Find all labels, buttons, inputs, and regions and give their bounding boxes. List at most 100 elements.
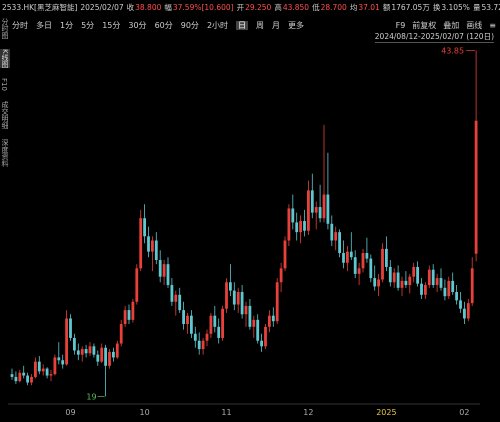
period-tab[interactable]: 1分 bbox=[60, 21, 74, 30]
period-tab[interactable]: 30分 bbox=[128, 21, 147, 30]
x-tick-label: 12 bbox=[303, 408, 313, 417]
x-tick-label: 11 bbox=[221, 408, 231, 417]
field-label: 幅 bbox=[164, 3, 172, 12]
candle-body bbox=[346, 251, 349, 263]
candle-body bbox=[373, 278, 377, 287]
candle-body bbox=[427, 269, 431, 286]
candle-body bbox=[139, 218, 143, 269]
candle-body bbox=[361, 253, 365, 269]
candle-body bbox=[34, 361, 37, 377]
candle-body bbox=[447, 280, 451, 297]
candle-body bbox=[57, 357, 61, 361]
candle-body bbox=[190, 315, 193, 334]
period-tab[interactable]: 更多 bbox=[288, 21, 305, 30]
candle-body bbox=[287, 208, 291, 241]
candle-body bbox=[299, 221, 302, 233]
candle-body bbox=[221, 308, 224, 338]
candle-body bbox=[353, 257, 357, 274]
period-tab[interactable]: 日 bbox=[236, 21, 249, 30]
candle-body bbox=[236, 292, 240, 305]
period-tab[interactable]: 多日 bbox=[36, 21, 52, 30]
period-tab[interactable]: 周 bbox=[256, 21, 265, 30]
candle-body bbox=[37, 361, 41, 372]
candle-body bbox=[205, 333, 209, 341]
period-tab[interactable]: 5分 bbox=[81, 21, 95, 30]
candle-body bbox=[322, 194, 326, 219]
period-tab[interactable]: 15分 bbox=[102, 21, 121, 30]
stock-code: 2533.HK[黑芝麻智能] bbox=[2, 3, 78, 12]
candle-body bbox=[143, 218, 146, 237]
candle-body bbox=[80, 349, 84, 355]
period-tab[interactable]: 月 bbox=[272, 21, 281, 30]
field-value: 53.72 bbox=[481, 3, 500, 12]
candle-body bbox=[229, 282, 232, 291]
candle-body bbox=[416, 266, 419, 284]
candle-body bbox=[275, 282, 279, 322]
candle-body bbox=[268, 315, 271, 327]
candle-body bbox=[53, 357, 57, 375]
tool-button[interactable]: ≡ bbox=[489, 21, 496, 30]
x-tick-label: 09 bbox=[65, 408, 75, 417]
candle-body bbox=[88, 346, 92, 354]
candle-body bbox=[470, 268, 474, 304]
quote-header: 2533.HK[黑芝麻智能] 2025/02/07 收38.800 幅37.59%[1… bbox=[2, 2, 500, 13]
candle-body bbox=[158, 259, 162, 277]
candle-body bbox=[369, 258, 373, 279]
field-value: 29.250 bbox=[245, 3, 272, 12]
period-tab[interactable]: 90分 bbox=[180, 21, 199, 30]
side-tab[interactable]: 成交明细 bbox=[1, 100, 9, 129]
candle-body bbox=[271, 315, 275, 322]
candle-body bbox=[135, 268, 139, 302]
field-label: 换 bbox=[432, 3, 441, 12]
candle-body bbox=[431, 269, 435, 286]
candle-body bbox=[240, 292, 244, 315]
candle-body bbox=[385, 248, 388, 267]
field-value: 28.700 bbox=[320, 3, 347, 12]
candle-body bbox=[435, 278, 439, 286]
min-label: 19 bbox=[86, 392, 96, 401]
candle-body bbox=[388, 266, 392, 283]
candle-body bbox=[459, 300, 462, 309]
candle-body bbox=[291, 208, 295, 223]
candle-body bbox=[334, 232, 338, 241]
side-tab[interactable]: F10 bbox=[0, 77, 8, 91]
candle-body bbox=[244, 305, 248, 315]
candle-body bbox=[303, 221, 306, 231]
candle-body bbox=[209, 315, 213, 334]
candle-body bbox=[225, 282, 228, 309]
period-tab[interactable]: 60分 bbox=[154, 21, 173, 30]
period-tab[interactable]: 分时 bbox=[12, 21, 28, 30]
candle-body bbox=[178, 294, 182, 311]
candle-body bbox=[162, 264, 166, 277]
candle-body bbox=[455, 292, 458, 301]
chart: 09 10 11 12 2025 02 43.85 19 bbox=[8, 46, 480, 417]
field-label: 高 bbox=[274, 3, 282, 12]
candle-body bbox=[400, 280, 404, 288]
candle-body bbox=[392, 272, 396, 283]
period-tab[interactable]: 2小时 bbox=[206, 21, 229, 30]
candle-body bbox=[252, 319, 256, 327]
tool-button[interactable]: F9 bbox=[395, 21, 406, 30]
tool-button[interactable]: 画线 bbox=[466, 21, 483, 30]
side-tab[interactable]: K线图 bbox=[0, 49, 10, 68]
candle-body bbox=[84, 349, 88, 354]
candle-body bbox=[439, 278, 443, 288]
candle-body bbox=[174, 294, 178, 302]
tool-button[interactable]: 前复权 bbox=[412, 21, 437, 30]
period-toolbar: 分时 多日 1分 5分 15分 30分 60分 90分 2小时日周月更多 bbox=[12, 20, 312, 31]
candle-body bbox=[65, 318, 68, 365]
range-select[interactable]: 2024/08/12-2025/02/07 (120日) bbox=[374, 32, 494, 43]
candle-body bbox=[22, 372, 26, 376]
candle-body bbox=[108, 351, 111, 366]
candle-body bbox=[147, 236, 150, 252]
field-label: 低 bbox=[312, 3, 320, 12]
candle-body bbox=[314, 207, 318, 213]
candle-body bbox=[377, 279, 380, 287]
tool-button[interactable]: 叠加 bbox=[443, 21, 460, 30]
side-tab[interactable]: 分时图 bbox=[1, 18, 9, 39]
candle-body bbox=[256, 319, 260, 341]
candle-body bbox=[365, 253, 369, 259]
candle-body bbox=[61, 360, 65, 365]
side-tab[interactable]: 深度资料 bbox=[1, 138, 9, 167]
